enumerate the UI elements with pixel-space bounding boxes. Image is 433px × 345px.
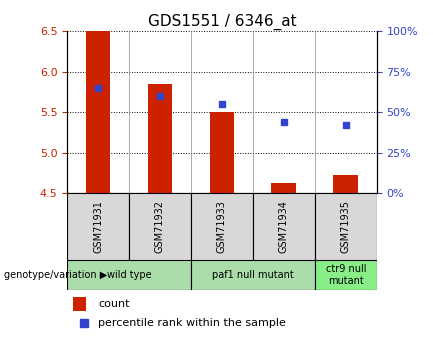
Text: genotype/variation ▶: genotype/variation ▶	[4, 270, 107, 280]
Bar	[315, 193, 377, 260]
Text: GSM71935: GSM71935	[341, 200, 351, 253]
Title: GDS1551 / 6346_at: GDS1551 / 6346_at	[148, 13, 296, 30]
Bar	[315, 260, 377, 290]
Text: GSM71931: GSM71931	[93, 200, 103, 253]
Text: paf1 null mutant: paf1 null mutant	[212, 270, 294, 280]
Bar	[253, 193, 315, 260]
Bar	[148, 84, 172, 193]
Bar	[191, 260, 315, 290]
Text: ctr9 null
mutant: ctr9 null mutant	[326, 264, 366, 286]
Bar	[67, 260, 191, 290]
Bar	[67, 193, 129, 260]
Text: GSM71933: GSM71933	[217, 200, 227, 253]
Text: count: count	[98, 299, 129, 309]
Bar	[73, 297, 86, 310]
Text: GSM71934: GSM71934	[279, 200, 289, 253]
Bar	[129, 193, 191, 260]
Bar	[333, 175, 358, 193]
Bar	[191, 193, 253, 260]
Bar	[271, 183, 296, 193]
Text: percentile rank within the sample: percentile rank within the sample	[98, 318, 286, 328]
Text: GSM71932: GSM71932	[155, 200, 165, 253]
Text: wild type: wild type	[107, 270, 152, 280]
Bar	[86, 31, 110, 193]
Bar	[210, 112, 234, 193]
